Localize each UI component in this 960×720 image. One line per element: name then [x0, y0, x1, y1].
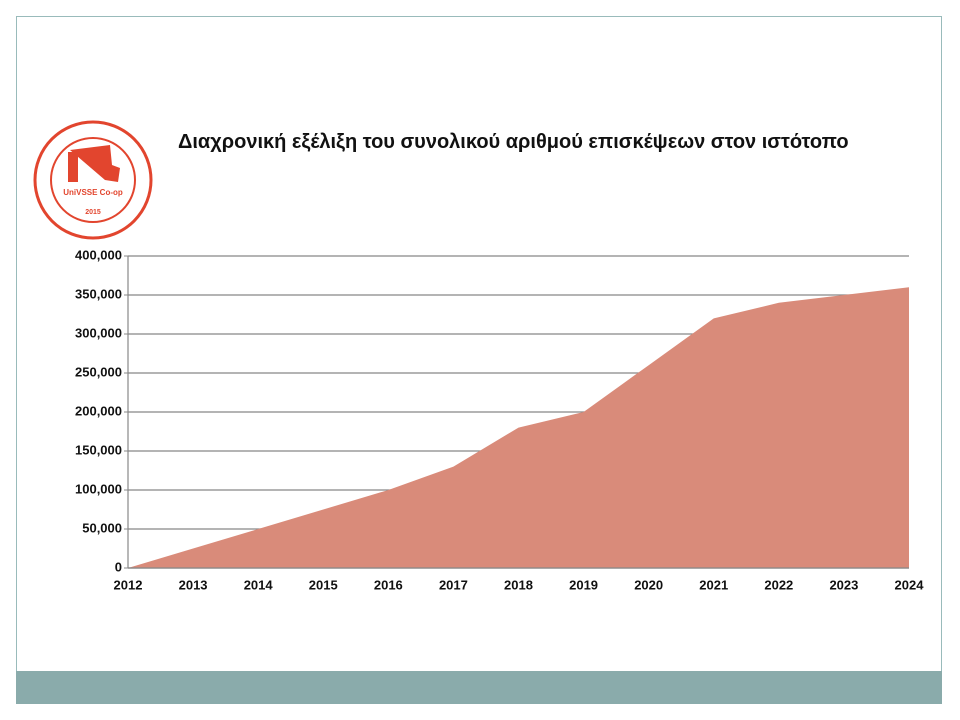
- x-tick-label: 2017: [439, 577, 468, 592]
- x-tick-label: 2012: [114, 577, 143, 592]
- logo-ring: [33, 120, 153, 240]
- logo: UniVSSE Co-op 2015: [33, 120, 153, 240]
- logo-shape: [68, 152, 78, 182]
- x-tick-label: 2019: [569, 577, 598, 592]
- x-tick-label: 2022: [764, 577, 793, 592]
- x-tick-label: 2016: [374, 577, 403, 592]
- y-tick-label: 200,000: [75, 403, 122, 418]
- logo-ring: [50, 137, 136, 223]
- logo-year: 2015: [85, 209, 101, 216]
- y-tick-label: 150,000: [75, 442, 122, 457]
- x-tick-label: 2013: [179, 577, 208, 592]
- x-tick-label: 2018: [504, 577, 533, 592]
- x-tick-label: 2023: [829, 577, 858, 592]
- x-tick-label: 2021: [699, 577, 728, 592]
- y-tick-label: 250,000: [75, 364, 122, 379]
- footer-bar: [16, 671, 942, 704]
- chart-title: Διαχρονική εξέλιξη του συνολικού αριθμού…: [178, 131, 849, 153]
- y-tick-label: 350,000: [75, 286, 122, 301]
- x-tick-label: 2020: [634, 577, 663, 592]
- y-tick-label: 0: [115, 559, 122, 574]
- x-tick-label: 2015: [309, 577, 338, 592]
- y-tick-label: 400,000: [75, 247, 122, 262]
- logo-name: UniVSSE Co-op: [63, 188, 123, 197]
- y-tick-label: 50,000: [82, 520, 122, 535]
- x-tick-label: 2014: [244, 577, 274, 592]
- area: [128, 287, 909, 568]
- x-tick-label: 2024: [895, 577, 925, 592]
- y-tick-label: 100,000: [75, 481, 122, 496]
- y-tick-label: 300,000: [75, 325, 122, 340]
- logo-shape: [70, 145, 120, 182]
